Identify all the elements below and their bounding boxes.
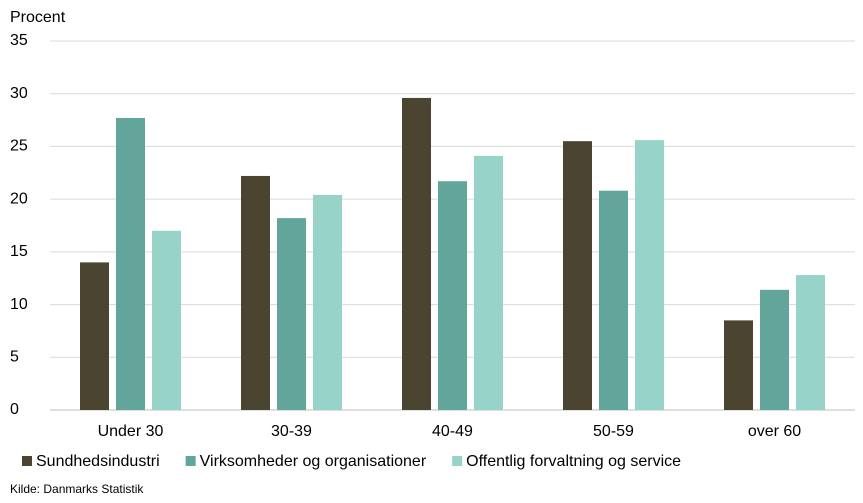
bar — [241, 175, 270, 410]
bar — [474, 155, 503, 410]
x-tick-label: 40-49 — [432, 423, 473, 440]
y-tick-label: 20 — [10, 190, 28, 207]
x-tick-label: 30-39 — [271, 423, 312, 440]
y-tick-label: 10 — [10, 296, 28, 313]
y-tick-label: 30 — [10, 85, 28, 102]
bar — [277, 218, 306, 410]
bar — [796, 275, 825, 410]
y-axis-label: Procent — [10, 9, 66, 26]
bar — [635, 140, 664, 411]
legend-swatch — [185, 456, 196, 466]
bar — [760, 289, 789, 410]
bar — [80, 262, 109, 410]
bar — [152, 230, 181, 410]
bar — [563, 141, 592, 410]
x-tick-label: Under 30 — [98, 423, 164, 440]
y-tick-label: 5 — [10, 349, 19, 366]
y-tick-label: 0 — [10, 401, 19, 418]
bar — [116, 117, 145, 410]
source: Kilde: Danmarks Statistik — [10, 482, 144, 496]
y-tick-label: 35 — [10, 32, 28, 49]
legend-swatch — [452, 456, 463, 466]
legend-label: Offentlig forvaltning og service — [466, 453, 681, 470]
legend-label: Sundhedsindustri — [36, 453, 160, 470]
legend-label: Virksomheder og organisationer — [200, 453, 427, 470]
x-tick-label: 50-59 — [593, 423, 634, 440]
legend-swatch — [22, 456, 32, 466]
x-tick-label: over 60 — [748, 423, 801, 440]
bar — [313, 194, 342, 410]
bar — [438, 181, 467, 410]
bar — [724, 320, 753, 410]
y-tick-label: 25 — [10, 138, 28, 155]
bar — [599, 190, 628, 410]
bar — [402, 97, 431, 410]
y-tick-label: 15 — [10, 243, 28, 260]
